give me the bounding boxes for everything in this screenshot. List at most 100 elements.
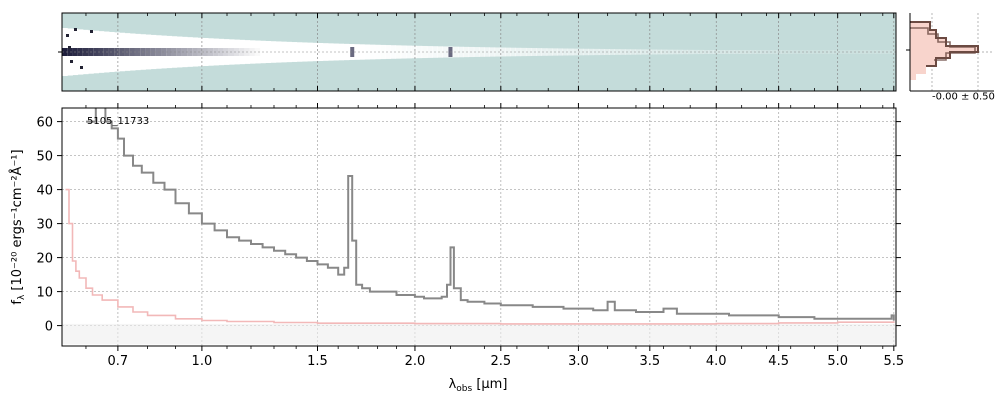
y-tick-label: 10: [36, 286, 53, 301]
trace-column: [645, 49, 652, 55]
trace-core: [134, 48, 141, 56]
trace-column: [338, 43, 344, 61]
trace-column: [593, 48, 600, 56]
trace-core: [213, 48, 219, 56]
noise-pixel: [90, 30, 93, 33]
trace-column: [385, 45, 391, 59]
trace-column: [703, 49, 709, 55]
trace-column: [614, 49, 621, 55]
trace-core: [82, 48, 89, 56]
y-tick-label: 60: [36, 116, 53, 131]
trace-column: [666, 49, 673, 55]
trace-column: [306, 42, 313, 62]
trace-column: [494, 47, 501, 57]
spectrum-1d-panel: 0.7 1.0 1.5 2.0 2.5 3.0 3.5 4.0 4.5 5.0 5.5 0 10 20 30…: [9, 103, 904, 394]
trace-core: [145, 48, 152, 56]
trace-core: [150, 48, 157, 56]
profile-panel: -0.00 ± 0.50: [906, 13, 995, 102]
trace-column: [541, 48, 548, 56]
trace-column: [531, 48, 537, 56]
trace-column: [823, 50, 829, 54]
y-axis-label-unit: [10⁻²⁰ ergs⁻¹cm⁻²Å⁻¹]: [9, 149, 25, 294]
trace-column: [437, 46, 444, 58]
x-axis-label-sub: obs: [456, 384, 472, 394]
error-series-line: [65, 188, 895, 325]
y-tick-label: 50: [36, 150, 53, 165]
trace-column: [750, 50, 756, 54]
trace-column: [390, 45, 397, 59]
profile-line-model: [910, 27, 976, 61]
trace-column: [651, 49, 657, 55]
trace-column: [510, 47, 516, 57]
trace-core: [98, 48, 105, 56]
trace-column: [838, 50, 845, 54]
trace-column: [473, 47, 480, 57]
x-tick-label: 3.5: [639, 354, 660, 369]
trace-core: [249, 48, 256, 56]
trace-core: [62, 48, 68, 56]
trace-column: [525, 47, 532, 57]
trace-column: [546, 48, 553, 56]
trace-core: [254, 48, 261, 56]
x-tick-label: 5.5: [883, 354, 904, 369]
y-tick-label: 20: [36, 252, 53, 267]
trace-column: [718, 50, 725, 54]
trace-column: [682, 49, 688, 55]
profile-xtick-label: -0.00 ± 0.50: [932, 91, 995, 102]
trace-column: [270, 41, 277, 63]
x-axis-label-unit: [μm]: [472, 377, 507, 392]
profile-line: [910, 21, 979, 67]
trace-column: [786, 50, 793, 54]
trace-core: [234, 48, 240, 56]
trace-column: [817, 50, 824, 54]
trace-column: [734, 50, 741, 54]
trace-column: [833, 50, 840, 54]
x-axis-label-main: λ: [449, 377, 457, 392]
trace-core: [166, 48, 172, 56]
trace-core: [202, 48, 209, 56]
trace-core: [187, 48, 193, 56]
trace-column: [442, 46, 449, 58]
y-tick-label: 40: [36, 184, 53, 199]
trace-column: [317, 42, 324, 62]
trace-column: [765, 50, 772, 54]
trace-core: [197, 48, 204, 56]
x-tick-label: 5.0: [827, 354, 848, 369]
y-tick-label: 0: [45, 320, 53, 335]
trace-core: [129, 48, 136, 56]
spectrum-2d-image: [62, 28, 896, 76]
trace-column: [479, 47, 485, 57]
trace-column: [301, 42, 308, 62]
trace-column: [598, 48, 605, 56]
x-tick-label: 4.0: [706, 354, 727, 369]
spectrum-2d-grid: [117, 13, 895, 91]
spectrum-2d-panel: [58, 12, 897, 92]
trace-column: [265, 40, 271, 64]
trace-column: [697, 49, 704, 55]
noise-pixel: [70, 60, 73, 63]
trace-column: [609, 49, 616, 55]
trace-column: [489, 47, 496, 57]
x-tick-label: 1.0: [192, 354, 213, 369]
trace-column: [557, 48, 563, 56]
y-axis-label-main: f: [10, 300, 25, 305]
x-tick-label: 2.5: [490, 354, 511, 369]
x-tick-label: 3.0: [568, 354, 589, 369]
trace-column: [359, 44, 365, 60]
trace-column: [421, 45, 428, 59]
trace-column: [458, 46, 464, 58]
y-axis-label-sub: λ: [17, 294, 27, 300]
zero-band: [62, 323, 896, 345]
trace-core: [218, 48, 225, 56]
trace-column: [885, 50, 892, 54]
trace-column: [854, 50, 861, 54]
profile-plot: [910, 13, 994, 91]
spectrum-1d-grid: [62, 108, 896, 346]
trace-column: [406, 45, 412, 59]
spectrum-2d-ticks: [58, 13, 895, 91]
trace-column: [630, 49, 636, 55]
trace-column: [562, 48, 569, 56]
spectrum-1d-series: [65, 108, 895, 325]
x-tick-label: 1.5: [307, 354, 328, 369]
